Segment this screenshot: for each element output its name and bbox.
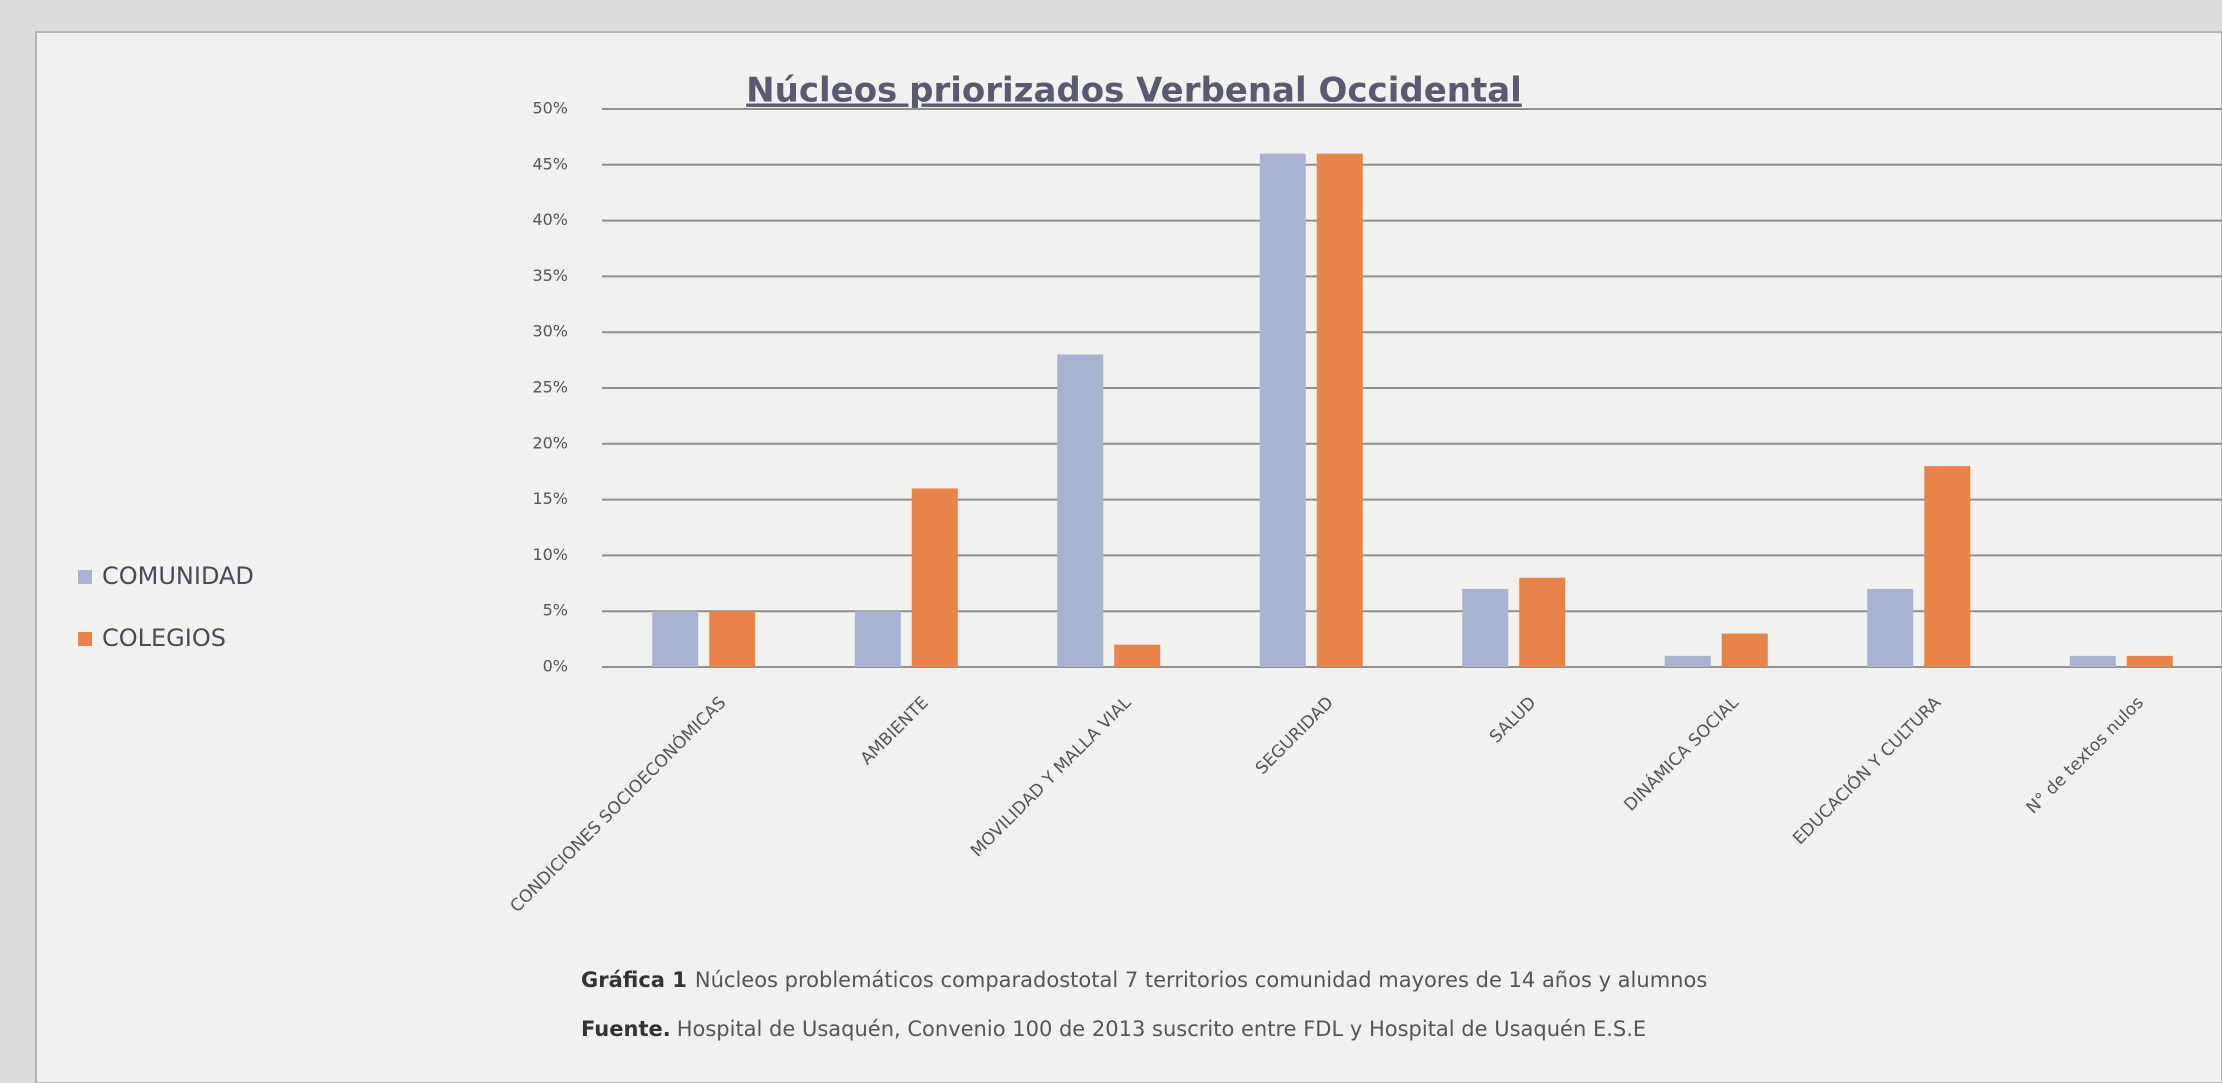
bar — [652, 611, 699, 667]
y-tick-label: 35% — [532, 266, 568, 285]
caption-text: Núcleos problemáticos comparadostotal 7 … — [695, 968, 1707, 992]
legend-swatch — [78, 632, 92, 646]
bar — [1867, 588, 1914, 667]
bar — [1259, 153, 1306, 667]
page-panel — [35, 31, 2222, 1083]
bar — [854, 611, 901, 667]
y-tick-label: 40% — [532, 210, 568, 229]
source-label: Fuente. — [581, 1017, 671, 1041]
source-text: Hospital de Usaquén, Convenio 100 de 201… — [677, 1017, 1646, 1041]
bar — [1462, 588, 1509, 667]
caption: Gráfica 1 Núcleos problemáticos comparado… — [581, 968, 1707, 992]
bar — [2069, 655, 2116, 667]
bar — [709, 611, 756, 667]
y-tick-label: 45% — [532, 154, 568, 173]
y-tick-label: 15% — [532, 489, 568, 508]
legend-swatch — [78, 570, 92, 584]
bar — [1664, 655, 1711, 667]
bar — [1057, 354, 1104, 667]
legend-label: COMUNIDAD — [102, 562, 254, 590]
y-tick-label: 30% — [532, 322, 568, 341]
y-tick-label: 25% — [532, 378, 568, 397]
bar — [1721, 633, 1768, 667]
y-tick-label: 10% — [532, 545, 568, 564]
y-tick-label: 20% — [532, 433, 568, 452]
y-tick-label: 50% — [532, 99, 568, 118]
bar — [1924, 466, 1971, 667]
source: Fuente. Hospital de Usaquén, Convenio 100… — [581, 1017, 1646, 1041]
bar — [1316, 153, 1363, 667]
legend-label: COLEGIOS — [102, 624, 226, 652]
y-tick-label: 5% — [543, 601, 568, 620]
y-tick-label: 0% — [543, 657, 568, 676]
caption-label: Gráfica 1 — [581, 968, 687, 992]
bar — [2126, 655, 2173, 667]
bar — [911, 488, 958, 667]
bar — [1114, 644, 1161, 667]
bar — [1519, 577, 1566, 667]
chart-title: Núcleos priorizados Verbenal Occidental — [746, 71, 1522, 111]
